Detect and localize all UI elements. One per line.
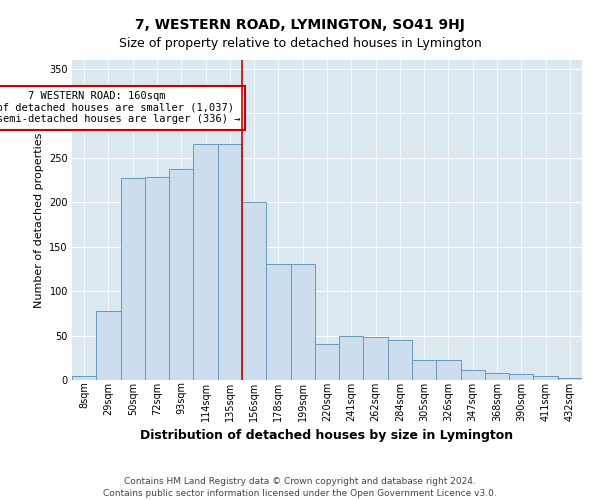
Text: Contains public sector information licensed under the Open Government Licence v3: Contains public sector information licen…	[103, 488, 497, 498]
Bar	[72, 376, 96, 380]
Bar	[218, 144, 242, 380]
Bar	[461, 370, 485, 380]
X-axis label: Distribution of detached houses by size in Lymington: Distribution of detached houses by size …	[140, 429, 514, 442]
Bar	[169, 170, 193, 380]
Bar	[315, 344, 339, 380]
Bar	[266, 264, 290, 380]
Bar	[242, 202, 266, 380]
Bar	[558, 378, 582, 380]
Bar	[145, 178, 169, 380]
Text: Contains HM Land Registry data © Crown copyright and database right 2024.: Contains HM Land Registry data © Crown c…	[124, 477, 476, 486]
Bar	[509, 374, 533, 380]
Bar	[193, 144, 218, 380]
Bar	[412, 360, 436, 380]
Y-axis label: Number of detached properties: Number of detached properties	[34, 132, 44, 308]
Bar	[290, 264, 315, 380]
Text: Size of property relative to detached houses in Lymington: Size of property relative to detached ho…	[119, 38, 481, 51]
Bar	[485, 373, 509, 380]
Bar	[388, 340, 412, 380]
Bar	[96, 310, 121, 380]
Bar	[339, 336, 364, 380]
Text: 7 WESTERN ROAD: 160sqm
← 75% of detached houses are smaller (1,037)
24% of semi-: 7 WESTERN ROAD: 160sqm ← 75% of detached…	[0, 91, 240, 124]
Bar	[436, 360, 461, 380]
Bar	[533, 376, 558, 380]
Text: 7, WESTERN ROAD, LYMINGTON, SO41 9HJ: 7, WESTERN ROAD, LYMINGTON, SO41 9HJ	[135, 18, 465, 32]
Bar	[364, 338, 388, 380]
Bar	[121, 178, 145, 380]
